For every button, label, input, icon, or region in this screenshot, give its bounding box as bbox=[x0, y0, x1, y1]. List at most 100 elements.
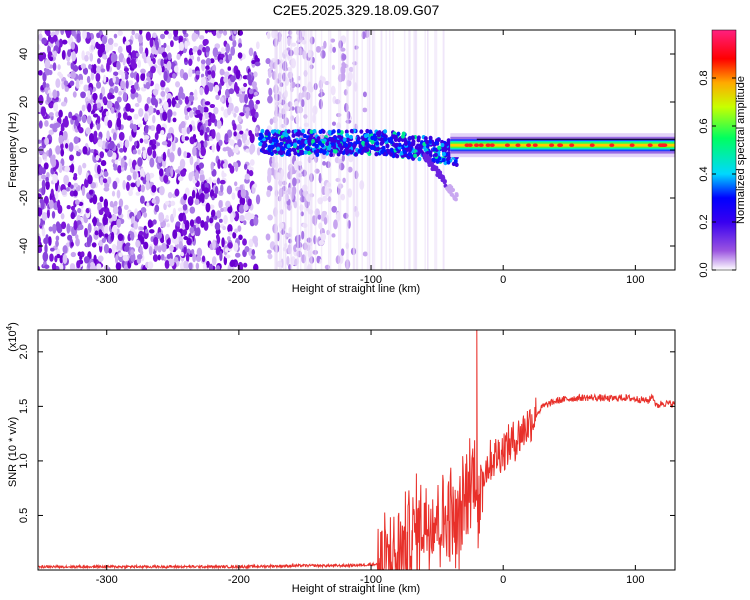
spectrogram-noise-cell bbox=[245, 139, 250, 146]
spectrogram-signal-cell bbox=[307, 150, 312, 155]
spectrogram-streak bbox=[371, 30, 374, 270]
spectrogram-noise-cell bbox=[42, 153, 48, 160]
spectrogram-noise-cell bbox=[101, 35, 108, 45]
spectrogram-noise-cell bbox=[115, 262, 122, 270]
spectrogram-noise-cell bbox=[76, 260, 81, 269]
spectrogram-noise-cell bbox=[192, 45, 199, 52]
spectrogram-noise-cell bbox=[233, 30, 237, 35]
spectrogram-noise-cell bbox=[101, 54, 108, 60]
spectrogram-noise-cell bbox=[112, 152, 117, 160]
spectrogram-noise-cell bbox=[200, 76, 207, 87]
spectrogram-noise-cell bbox=[167, 52, 172, 61]
spectrogram-signal-cell bbox=[279, 151, 284, 156]
spectrogram-noise-cell bbox=[244, 173, 250, 180]
spectrogram-noise-cell bbox=[195, 255, 202, 262]
spectrogram-noise-cell bbox=[152, 114, 156, 124]
spectrogram-noise-cell bbox=[223, 255, 228, 266]
spectrogram-noise-cell bbox=[94, 230, 99, 236]
spectrogram-noise-cell bbox=[91, 217, 98, 225]
spectrogram-noise-cell bbox=[178, 99, 183, 105]
spectrogram-noise-cell bbox=[82, 162, 87, 169]
spectrogram-noise-cell bbox=[83, 84, 89, 92]
spectrogram-signal-cell bbox=[389, 139, 394, 145]
spectrogram-noise-cell bbox=[323, 40, 327, 49]
spectrogram-noise-cell bbox=[223, 71, 230, 78]
spectrogram-signal-cell bbox=[339, 145, 344, 151]
spectrogram-noise-cell bbox=[240, 188, 247, 199]
spectrogram-signal-cell bbox=[396, 131, 401, 137]
spectrogram-noise-cell bbox=[205, 260, 210, 268]
spectrogram-noise-cell bbox=[101, 237, 106, 243]
spectrogram-noise-cell bbox=[192, 107, 198, 112]
spectrogram-noise-cell bbox=[49, 43, 54, 48]
spectrogram-noise-cell bbox=[203, 38, 209, 46]
spectrogram-noise-cell bbox=[60, 101, 67, 107]
spectrogram-noise-cell bbox=[67, 49, 72, 57]
spectrogram-peak-cell bbox=[478, 143, 484, 147]
spectrogram-noise-cell bbox=[224, 133, 229, 143]
spectrogram-noise-cell bbox=[157, 232, 163, 239]
spectrogram-noise-cell bbox=[213, 215, 218, 220]
spectrogram-noise-cell bbox=[130, 87, 136, 94]
spectrogram-noise-cell bbox=[227, 66, 232, 71]
spectrogram-noise-cell bbox=[255, 99, 261, 105]
spectrogram-noise-cell bbox=[90, 44, 94, 51]
spectrogram-noise-cell bbox=[114, 85, 119, 94]
spectrogram-signal-cell bbox=[375, 141, 380, 146]
spectrogram-noise-cell bbox=[292, 155, 296, 161]
spectrogram-signal-cell bbox=[262, 141, 267, 146]
spectrogram-noise-cell bbox=[132, 171, 137, 180]
spectrogram-signal-cell bbox=[433, 152, 438, 158]
spectrogram-noise-cell bbox=[150, 125, 156, 132]
spectrogram-noise-cell bbox=[196, 56, 201, 62]
spectrogram-noise-cell bbox=[41, 179, 46, 189]
spectrogram-noise-cell bbox=[73, 136, 79, 145]
spectrogram-noise-cell bbox=[188, 262, 193, 270]
spectrogram-noise-cell bbox=[41, 37, 47, 45]
spectrogram-signal-cell bbox=[345, 137, 350, 143]
spectrogram-noise-cell bbox=[77, 165, 83, 176]
spectrogram-noise-cell bbox=[348, 66, 354, 73]
spectrogram-signal-cell bbox=[281, 146, 286, 151]
spectrogram-noise-cell bbox=[81, 104, 86, 112]
spectrogram-noise-cell bbox=[58, 134, 64, 145]
spectrogram-noise-cell bbox=[202, 114, 206, 125]
spectrogram-noise-cell bbox=[316, 255, 320, 264]
spectrogram-noise-cell bbox=[166, 140, 172, 148]
y-tick-label: 1.0 bbox=[18, 453, 30, 468]
spectrogram-noise-cell bbox=[254, 61, 261, 67]
y-tick-label: 1.5 bbox=[18, 399, 30, 414]
spectrogram-noise-cell bbox=[249, 159, 255, 166]
spectrogram-signal-cell bbox=[430, 158, 435, 163]
spectrogram-noise-cell bbox=[269, 60, 274, 71]
spectrogram-noise-cell bbox=[103, 74, 107, 83]
spectrogram-noise-cell bbox=[184, 219, 190, 231]
spectrogram-noise-cell bbox=[198, 162, 205, 169]
spectrogram-noise-cell bbox=[87, 102, 92, 113]
spectrogram-peak-cell bbox=[464, 143, 470, 147]
spectrogram-noise-cell bbox=[149, 37, 154, 48]
colorbar-tick-label: 0.4 bbox=[698, 166, 710, 181]
spectrogram-signal-cell bbox=[286, 143, 291, 149]
spectrogram-noise-cell bbox=[99, 151, 105, 159]
spectrogram-noise-cell bbox=[143, 241, 149, 250]
spectrogram-signal-cell bbox=[394, 142, 399, 148]
spectrogram-noise-cell bbox=[146, 72, 150, 78]
spectrogram-noise-cell bbox=[265, 233, 271, 241]
spectrogram-noise-cell bbox=[219, 96, 224, 103]
spectrogram-noise-cell bbox=[49, 253, 54, 262]
spectrogram-noise-cell bbox=[338, 162, 345, 171]
spectrogram-noise-cell bbox=[254, 127, 259, 134]
spectrogram-noise-cell bbox=[177, 207, 183, 212]
spectrogram-signal-cell bbox=[437, 156, 442, 161]
spectrogram-signal-cell bbox=[434, 140, 439, 146]
spectrogram-noise-cell bbox=[104, 224, 109, 235]
spectrogram-noise-cell bbox=[145, 180, 150, 191]
spectrogram-noise-cell bbox=[40, 199, 45, 210]
spectrogram-noise-cell bbox=[114, 159, 118, 165]
spectrogram-noise-cell bbox=[112, 214, 118, 222]
snr-y-ticks: 0.5 1.0 1.5 2.0 bbox=[18, 344, 675, 523]
spectrogram-noise-cell bbox=[111, 128, 115, 134]
spectrogram-noise-cell bbox=[115, 103, 120, 110]
spectrogram-noise-cell bbox=[173, 256, 179, 262]
